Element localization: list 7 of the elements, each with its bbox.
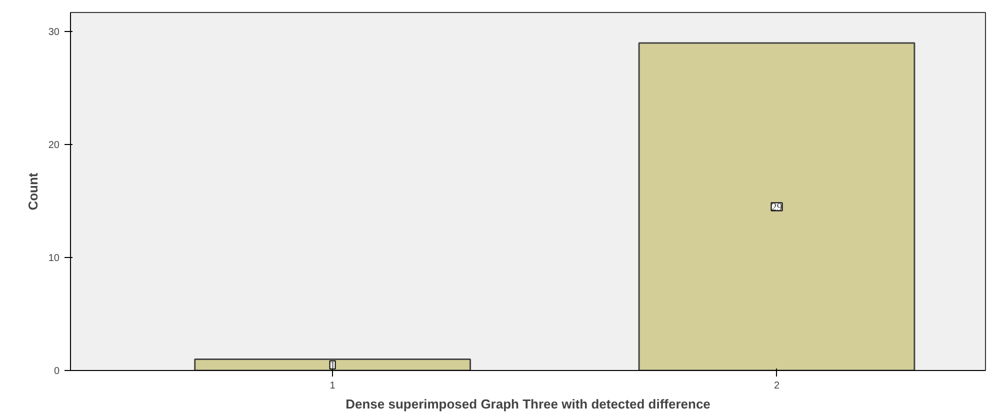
y-tick-label: 10 bbox=[48, 253, 60, 264]
x-tick-label: 2 bbox=[774, 380, 780, 392]
x-axis-title: Dense superimposed Graph Three with detected difference bbox=[346, 396, 710, 412]
y-tick-label: 30 bbox=[48, 27, 60, 38]
y-axis-title: Count bbox=[25, 172, 40, 210]
y-tick-label: 0 bbox=[54, 366, 60, 377]
y-tick-label: 20 bbox=[48, 140, 60, 152]
